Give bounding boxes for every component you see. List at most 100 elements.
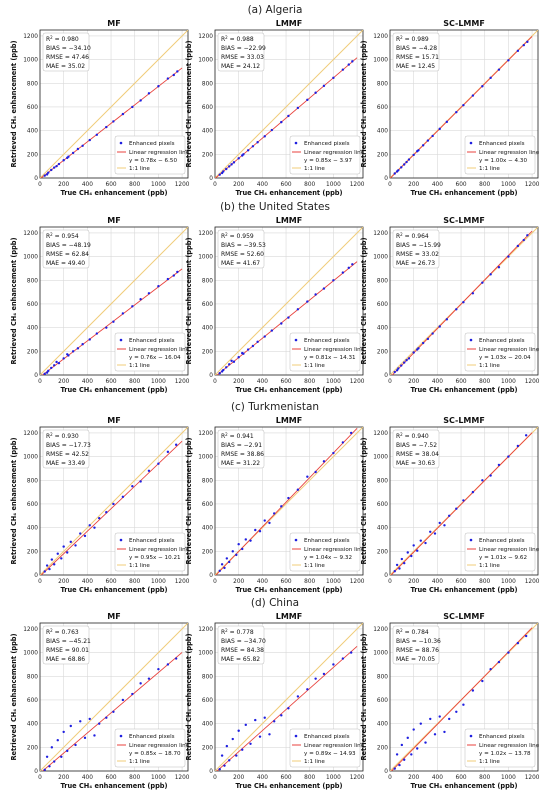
y-tick-label: 0 [384,373,388,379]
y-tick-label: 1000 [198,58,213,64]
data-point [230,163,233,166]
data-point [481,679,484,683]
panel-title: LMMF [276,416,302,425]
panel-title: SC-LMMF [443,216,485,225]
data-point [438,127,441,131]
data-point [237,729,240,732]
data-point [306,688,309,691]
data-point [231,737,234,741]
y-tick-label: 0 [34,573,38,579]
y-tick-label: 400 [377,326,388,332]
y-tick-label: 0 [34,769,38,775]
data-point [314,470,317,474]
legend-equation: y = 0.81x − 14.31 [304,355,356,361]
data-point [81,144,84,147]
x-tick-label: 800 [479,182,490,188]
legend-point-marker [294,734,298,738]
data-point [263,519,266,522]
x-tick-label: 1000 [501,379,516,385]
data-point [395,369,399,372]
data-point [258,735,262,738]
x-tick-label: 400 [432,379,443,385]
data-point [489,273,492,276]
stat-r2: R2 = 0.988 [221,35,254,44]
data-point [433,733,437,736]
data-point [218,372,221,375]
stats-box [392,229,440,269]
stat-r2: R2 = 0.778 [221,628,254,637]
data-point [232,161,236,164]
data-point [45,371,49,374]
stat-bias: BIAS = −48.19 [46,242,91,249]
x-tick-label: 1200 [350,182,365,188]
legend-box [289,135,361,175]
data-point [398,763,401,767]
data-point [412,728,415,731]
data-point [522,43,525,47]
data-point [398,567,401,570]
legend-identity-label: 1:1 line [479,563,500,569]
y-tick-label: 200 [27,152,38,158]
y-tick-label: 200 [27,745,38,751]
group-0: (a) Algeria MF 0 200 400 600 800 1000 1200 0 200 40… [10,4,540,197]
legend-identity-label: 1:1 line [129,363,150,369]
data-point [431,134,434,138]
legend-box [114,728,186,768]
data-point [228,560,231,564]
stat-mae: MAE = 12.45 [396,63,435,70]
x-tick-label: 400 [82,182,93,188]
y-tick-label: 800 [27,478,38,484]
stat-r2: R2 = 0.784 [396,628,429,637]
data-point [429,717,432,721]
y-tick-label: 400 [377,722,388,728]
x-tick-label: 0 [388,182,392,188]
legend-point-marker [119,538,123,542]
legend-points-label: Enhanced pixels [479,338,525,344]
legend-identity-label: 1:1 line [129,759,150,765]
stat-rmse: RMSE = 42.52 [46,451,89,458]
y-tick-label: 1000 [23,58,38,64]
data-point [93,526,96,529]
data-point [280,505,283,508]
data-point [98,516,101,520]
data-point [438,715,441,718]
x-tick-label: 400 [82,775,93,781]
y-tick-label: 600 [202,502,213,508]
data-point [251,344,255,348]
panel-(d) China-SC-LMMF: SC-LMMF 0 200 400 600 800 1000 1200 0 200 400 600 80… [360,612,540,790]
stat-bias: BIAS = −7.52 [396,442,437,449]
data-point [462,300,465,304]
data-point [157,462,160,465]
legend-regression-label: Linear regression line [304,743,365,749]
data-point [393,370,396,374]
data-point [53,364,56,367]
data-point [433,532,437,535]
data-point [403,163,406,166]
x-tick-label: 0 [38,379,42,385]
x-tick-label: 1200 [525,579,540,585]
data-point [71,350,75,353]
data-point [280,714,283,717]
legend-regression-label: Linear regression line [129,150,190,156]
y-tick-label: 1000 [373,651,388,657]
y-tick-label: 800 [202,278,213,284]
data-point [462,499,465,502]
data-point [231,550,234,553]
data-point [287,316,290,319]
panel-(a) Algeria-LMMF: LMMF 0 200 400 600 800 1000 1200 0 200 400 600 800 10… [185,19,365,197]
data-point [223,764,226,767]
data-point [105,716,108,719]
x-tick-label: 200 [233,379,244,385]
y-axis-label: Retrieved CH₄ enhancement (ppb) [10,40,18,167]
stat-r2: R2 = 0.964 [396,232,429,241]
data-point [263,716,266,719]
panel-title: SC-LMMF [443,19,485,28]
data-point [176,270,179,274]
data-point [431,332,434,335]
data-point [131,485,134,488]
legend-box [114,135,186,175]
x-tick-label: 800 [129,379,140,385]
x-tick-label: 400 [432,775,443,781]
x-tick-label: 600 [106,379,117,385]
y-tick-label: 600 [27,502,38,508]
